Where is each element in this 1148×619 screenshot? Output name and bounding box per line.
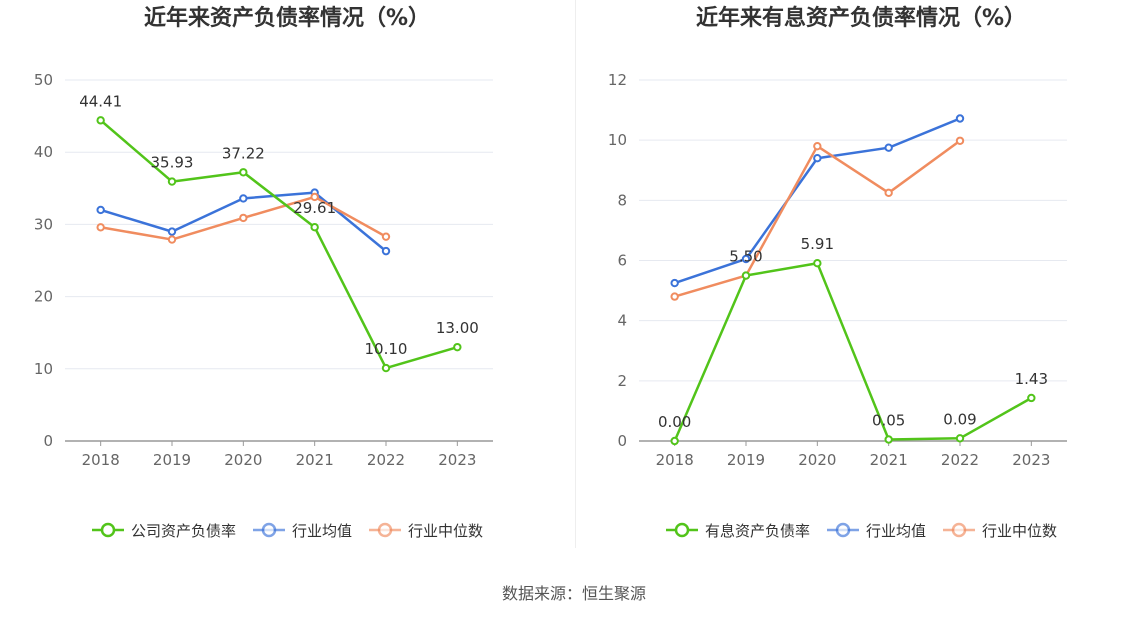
legend-item[interactable]: 公司资产负债率 <box>91 520 236 541</box>
data-point[interactable] <box>167 177 177 186</box>
y-tick-label: 10 <box>608 131 627 149</box>
chart-title: 近年来有息资产负债率情况（%） <box>695 6 1027 31</box>
legend-item[interactable]: 行业中位数 <box>368 520 483 541</box>
data-label: 37.22 <box>222 144 265 162</box>
data-point[interactable] <box>813 141 822 151</box>
x-tick-label: 2022 <box>941 451 979 469</box>
data-source-note: 数据来源：恒生聚源 <box>501 584 646 603</box>
data-point[interactable] <box>96 205 105 215</box>
data-point[interactable] <box>813 154 822 163</box>
legend-line-marker-icon <box>369 522 401 538</box>
chart-legend: 公司资产负债率 行业均值 行业中位数 <box>0 518 574 542</box>
legend-label: 行业均值 <box>291 521 352 540</box>
legend-label: 行业中位数 <box>982 521 1058 540</box>
data-point[interactable] <box>741 254 751 264</box>
data-label: 0.00 <box>658 413 691 431</box>
data-point[interactable] <box>813 259 822 268</box>
x-tick-label: 2019 <box>153 451 191 469</box>
data-point[interactable] <box>453 342 462 352</box>
legend-item[interactable]: 行业均值 <box>252 520 352 541</box>
x-tick-label: 2021 <box>296 451 334 469</box>
y-tick-label: 8 <box>617 191 627 209</box>
data-label: 0.09 <box>943 410 976 428</box>
series-line <box>673 261 1032 442</box>
data-point[interactable] <box>670 292 679 301</box>
data-point[interactable] <box>239 194 248 203</box>
x-tick-label: 2022 <box>367 451 405 469</box>
x-tick-label: 2020 <box>224 451 262 469</box>
y-tick-label: 50 <box>34 71 53 89</box>
data-label: 1.43 <box>1015 370 1048 388</box>
x-tick-label: 2023 <box>438 451 476 469</box>
data-label: 29.61 <box>293 199 336 217</box>
y-tick-label: 10 <box>34 360 53 378</box>
data-point[interactable] <box>1027 393 1036 403</box>
legend-line-marker-icon <box>252 522 285 538</box>
chart-legend: 有息资产负债率 行业均值 行业中位数 <box>574 518 1148 542</box>
x-tick-label: 2020 <box>798 451 836 469</box>
data-point[interactable] <box>884 188 893 198</box>
interest-bearing-liability-chart-panel: 近年来有息资产负债率情况（%） 0 2 4 6 8 10 12 2018 2019 2020 202… <box>574 0 1148 560</box>
y-tick-label: 0 <box>43 432 53 450</box>
asset-liability-line-chart: 0 10 20 30 40 50 2018 2019 2020 2021 2022 2023 44.41… <box>34 71 493 469</box>
data-point[interactable] <box>381 363 391 373</box>
data-point[interactable] <box>884 143 893 152</box>
y-tick-label: 2 <box>617 372 627 390</box>
legend-line-marker-icon <box>91 522 124 538</box>
data-point[interactable] <box>310 223 319 232</box>
legend-line-marker-icon <box>665 522 698 538</box>
legend-item[interactable]: 有息资产负债率 <box>665 520 810 541</box>
data-label: 44.41 <box>79 92 122 110</box>
data-point[interactable] <box>310 192 319 202</box>
chart-title: 近年来资产负债率情况（%） <box>143 6 431 31</box>
y-tick-label: 4 <box>617 312 627 330</box>
data-label: 0.05 <box>872 411 905 429</box>
legend-line-marker-icon <box>826 522 859 538</box>
x-tick-label: 2023 <box>1012 451 1050 469</box>
y-tick-label: 20 <box>34 288 53 306</box>
legend-label: 行业中位数 <box>408 521 484 540</box>
y-tick-label: 40 <box>34 143 53 161</box>
data-label: 5.50 <box>729 248 762 266</box>
data-point[interactable] <box>670 278 679 288</box>
panel-divider <box>575 0 576 548</box>
data-point[interactable] <box>741 271 751 280</box>
legend-label: 行业均值 <box>865 521 926 540</box>
legend-item[interactable]: 行业均值 <box>826 520 926 541</box>
data-point[interactable] <box>167 227 177 236</box>
legend-line-marker-icon <box>943 522 975 538</box>
asset-liability-chart-panel: 近年来资产负债率情况（%） 0 10 20 30 40 50 2018 2019 2020 202… <box>0 0 574 560</box>
data-point[interactable] <box>96 116 105 125</box>
data-point[interactable] <box>239 168 248 177</box>
data-point[interactable] <box>167 235 177 244</box>
interest-bearing-liability-line-chart: 0 2 4 6 8 10 12 2018 2019 2020 2021 2022 2023 0.00 5.5… <box>608 71 1067 469</box>
data-point[interactable] <box>96 223 105 232</box>
data-point[interactable] <box>381 232 391 241</box>
data-point[interactable] <box>381 246 391 256</box>
data-point[interactable] <box>955 114 965 123</box>
data-label: 5.91 <box>801 235 834 253</box>
data-point[interactable] <box>670 436 679 446</box>
legend-label: 公司资产负债率 <box>130 521 236 540</box>
x-tick-label: 2018 <box>82 451 120 469</box>
data-point[interactable] <box>239 213 248 223</box>
data-label: 10.10 <box>365 340 408 358</box>
x-tick-label: 2018 <box>656 451 694 469</box>
x-tick-label: 2021 <box>870 451 908 469</box>
series-line <box>99 119 458 370</box>
y-tick-label: 6 <box>617 252 627 270</box>
y-tick-label: 0 <box>617 432 627 450</box>
series-line <box>674 139 961 298</box>
data-label: 35.93 <box>151 154 194 172</box>
legend-label: 有息资产负债率 <box>704 521 810 540</box>
y-tick-label: 12 <box>608 71 627 89</box>
x-tick-label: 2019 <box>727 451 765 469</box>
data-point[interactable] <box>884 435 893 444</box>
data-point[interactable] <box>955 136 965 145</box>
y-tick-label: 30 <box>34 215 53 233</box>
data-point[interactable] <box>955 434 965 443</box>
legend-item[interactable]: 行业中位数 <box>942 520 1057 541</box>
data-label: 13.00 <box>436 319 479 337</box>
